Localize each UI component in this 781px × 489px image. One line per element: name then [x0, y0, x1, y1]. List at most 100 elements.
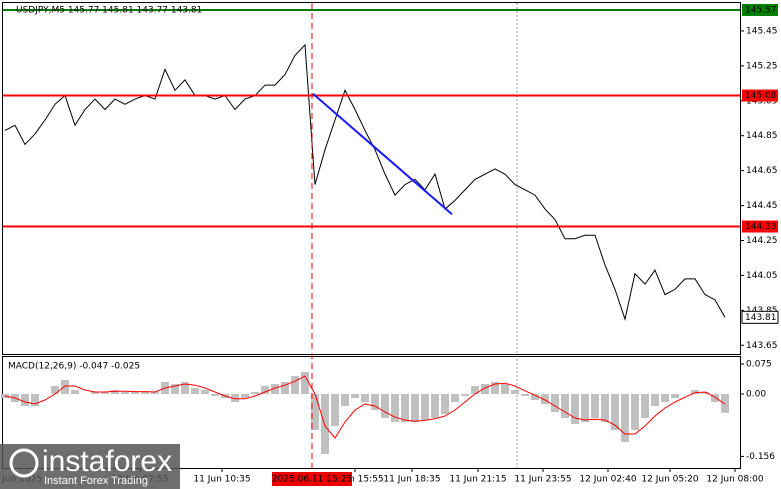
macd-bar — [371, 394, 379, 410]
macd-bar — [331, 394, 339, 426]
macd-bar — [711, 394, 719, 402]
macd-bar — [491, 382, 499, 394]
macd-bar — [141, 392, 149, 394]
signal-line — [4, 375, 726, 439]
macd-bar — [391, 394, 399, 422]
crosshair-label: 2025.06.11 15:25 — [272, 475, 352, 485]
macd-bar — [131, 392, 139, 394]
macd-bar — [691, 390, 699, 394]
macd-bar — [471, 386, 479, 394]
macd-bar — [441, 394, 449, 414]
macd-bar — [421, 394, 429, 420]
y-tick-label: 0.075 — [746, 360, 772, 370]
x-tick-label: 11 Jun 15:55 — [326, 475, 383, 485]
macd-bar — [271, 384, 279, 394]
y-tick-label: 145.45 — [746, 26, 778, 36]
x-tick-label: 12 Jun 02:40 — [579, 475, 636, 485]
macd-bar — [341, 394, 349, 406]
last-price-box — [741, 310, 779, 324]
macd-bar — [641, 394, 649, 418]
macd-bar — [111, 390, 119, 394]
y-tick-label: 144.25 — [746, 236, 778, 246]
macd-bar — [701, 392, 709, 394]
macd-bar — [461, 394, 469, 396]
macd-bar — [21, 394, 29, 406]
macd-bar — [61, 380, 69, 394]
macd-bar — [101, 392, 109, 394]
x-tick-label: 11 Jun 10:35 — [193, 475, 250, 485]
macd-bar — [381, 394, 389, 418]
y-tick-label: 144.45 — [746, 201, 778, 211]
y-tick-label: 144.85 — [746, 131, 778, 141]
y-tick-label: 143.65 — [746, 341, 778, 351]
macd-bar — [31, 394, 39, 406]
price-line — [4, 43, 726, 321]
price-title: USDJPY,M5 145.77 145.81 143.77 143.81 — [16, 6, 202, 16]
trendline — [312, 93, 453, 216]
macd-bar — [661, 394, 669, 402]
y-tick-label: 0.00 — [746, 390, 766, 400]
macd-bar — [621, 394, 629, 442]
level-label: 144.33 — [745, 222, 777, 232]
macd-bar — [281, 382, 289, 394]
macd-bar — [601, 394, 609, 422]
y-tick-label: 144.65 — [746, 166, 778, 176]
x-tick-label: 11 Jun 21:15 — [449, 475, 506, 485]
macd-bar — [241, 394, 249, 398]
macd-bar — [561, 394, 569, 418]
level-label-box — [742, 89, 778, 102]
watermark-brand: instaforex — [42, 445, 172, 478]
macd-bar — [121, 392, 129, 394]
macd-bar — [201, 390, 209, 394]
macd-bar — [431, 394, 439, 418]
macd-bar — [151, 392, 159, 394]
macd-bar — [71, 390, 79, 394]
macd-bar — [671, 394, 679, 398]
macd-bar — [321, 394, 329, 454]
macd-bar — [291, 376, 299, 394]
macd-bar — [51, 386, 59, 394]
price-panel — [2, 2, 741, 355]
macd-bar — [301, 372, 309, 394]
macd-bar — [591, 394, 599, 418]
macd-bar — [351, 394, 359, 398]
x-tick-label: 12 Jun 05:20 — [641, 475, 698, 485]
macd-bar — [401, 394, 409, 422]
macd-bar — [251, 392, 259, 394]
macd-bar — [611, 394, 619, 430]
macd-bar — [311, 394, 319, 430]
y-tick-label: 144.05 — [746, 271, 778, 281]
macd-bar — [521, 394, 529, 396]
macd-bar — [581, 394, 589, 422]
macd-bar — [171, 384, 179, 394]
level-label: 145.57 — [745, 5, 777, 15]
macd-bar — [191, 388, 199, 394]
macd-bar — [411, 394, 419, 422]
layer: 145.45145.25145.05144.85144.65144.45144.… — [0, 3, 779, 486]
macd-panel — [2, 356, 741, 469]
crosshair-box — [272, 472, 352, 486]
level-label-box — [742, 3, 778, 16]
x-tick-label: 11 Jun 18:35 — [383, 475, 440, 485]
x-tick-label: 11 Jun 23:55 — [514, 475, 571, 485]
last-price-label: 143.81 — [745, 313, 777, 323]
macd-bar — [361, 394, 369, 402]
macd-bar — [631, 394, 639, 430]
macd-bar — [571, 394, 579, 424]
macd-bar — [531, 394, 539, 400]
macd-bar — [511, 390, 519, 394]
macd-bar — [261, 386, 269, 394]
macd-bar — [501, 384, 509, 394]
y-tick-label: 145.25 — [746, 61, 778, 71]
macd-bar — [481, 384, 489, 394]
macd-bar — [231, 394, 239, 402]
macd-bar — [451, 394, 459, 402]
macd-title: MACD(12,26,9) -0.047 -0.025 — [8, 362, 140, 372]
macd-bar — [651, 394, 659, 406]
macd-bar — [211, 394, 219, 396]
y-tick-label: -0.156 — [746, 452, 775, 462]
watermark-logo — [9, 448, 39, 478]
x-tick-label: 12 Jun 08:00 — [706, 475, 763, 485]
